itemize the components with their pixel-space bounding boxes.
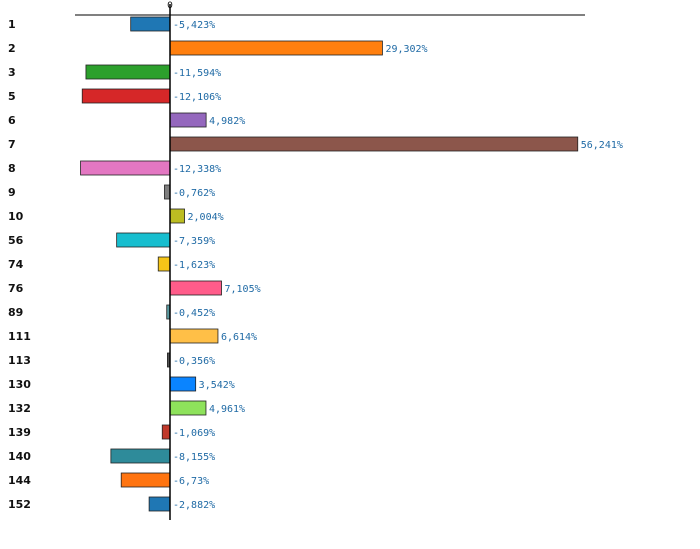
category-label: 1 — [8, 18, 16, 31]
category-label: 76 — [8, 282, 24, 295]
value-label: 3,542% — [199, 380, 235, 391]
category-label: 3 — [8, 66, 16, 79]
category-label: 130 — [8, 378, 31, 391]
value-label: 6,614% — [221, 332, 257, 343]
category-label: 10 — [8, 210, 24, 223]
bar — [85, 64, 171, 80]
category-label: 56 — [8, 234, 24, 247]
bar — [169, 136, 579, 152]
value-label: -5,423% — [173, 20, 215, 31]
value-label: -0,452% — [173, 308, 215, 319]
bar — [81, 88, 171, 104]
value-label: 4,982% — [209, 116, 245, 127]
bars-layer: 1 -5,423% 2 29,302% 3 -11,594% 5 -12,106% 6 4,982… — [8, 16, 623, 512]
bar — [169, 40, 383, 56]
bar — [130, 16, 171, 32]
bar — [169, 400, 207, 416]
category-label: 5 — [8, 90, 16, 103]
bar — [116, 232, 171, 248]
bar — [169, 328, 219, 344]
bar — [157, 256, 171, 272]
category-label: 140 — [8, 450, 31, 463]
value-label: -2,882% — [173, 500, 215, 511]
value-label: -8,155% — [173, 452, 215, 463]
category-label: 6 — [8, 114, 16, 127]
category-label: 89 — [8, 306, 23, 319]
category-label: 132 — [8, 402, 31, 415]
category-label: 113 — [8, 354, 31, 367]
bar — [80, 160, 171, 176]
category-label: 74 — [8, 258, 24, 271]
bar — [161, 424, 171, 440]
category-label: 111 — [8, 330, 31, 343]
bar — [148, 496, 171, 512]
category-label: 152 — [8, 498, 31, 511]
category-label: 139 — [8, 426, 31, 439]
value-label: -0,762% — [173, 188, 215, 199]
bar — [169, 112, 207, 128]
bar — [110, 448, 171, 464]
zero-tick-label: 0 — [167, 1, 173, 11]
value-label: 4,961% — [209, 404, 245, 415]
category-label: 7 — [8, 138, 16, 151]
value-label: -0,356% — [173, 356, 215, 367]
bar — [169, 376, 197, 392]
value-label: -7,359% — [173, 236, 215, 247]
value-label: -12,338% — [173, 164, 221, 175]
category-label: 144 — [8, 474, 31, 487]
value-label: -12,106% — [173, 92, 221, 103]
value-label: -1,623% — [173, 260, 215, 271]
category-label: 9 — [8, 186, 16, 199]
value-label: 7,105% — [225, 284, 261, 295]
value-label: 29,302% — [385, 44, 427, 55]
bar — [164, 184, 171, 200]
value-label: -1,069% — [173, 428, 215, 439]
value-label: -11,594% — [173, 68, 221, 79]
bar — [120, 472, 171, 488]
bar — [169, 208, 185, 224]
value-label: 56,241% — [581, 140, 623, 151]
category-label: 2 — [8, 42, 16, 55]
category-label: 8 — [8, 162, 16, 175]
bar — [169, 280, 222, 296]
value-label: 2,004% — [188, 212, 224, 223]
value-label: -6,73% — [173, 476, 209, 487]
